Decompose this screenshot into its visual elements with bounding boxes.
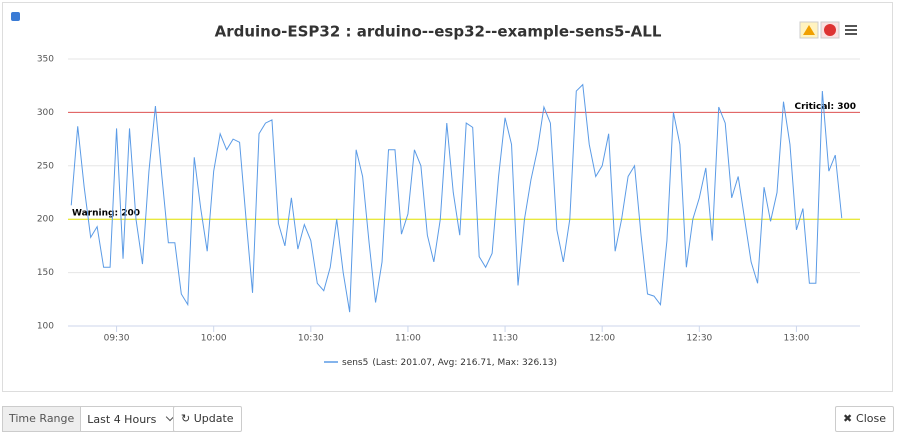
y-tick-label: 300	[37, 108, 54, 118]
legend-text: sens5 (Last: 201.07, Avg: 216.71, Max: 32…	[342, 358, 557, 368]
threshold-label: Critical: 300	[794, 102, 856, 112]
x-tick-label: 12:30	[686, 334, 712, 344]
menu-icon[interactable]	[11, 12, 20, 21]
x-tick-label: 11:30	[492, 334, 518, 344]
bottom-bar: Time Range Last 4 Hours ↻ Update ✖ Close	[0, 406, 897, 432]
x-tick-label: 10:00	[201, 334, 227, 344]
x-tick-label: 09:30	[104, 334, 130, 344]
y-tick-label: 150	[37, 268, 54, 278]
update-button[interactable]: ↻ Update	[173, 406, 242, 432]
series-line	[70, 83, 843, 313]
y-tick-label: 100	[37, 322, 54, 332]
legend-stats: (Last: 201.07, Avg: 216.71, Max: 326.13)	[372, 358, 557, 368]
close-button[interactable]: ✖ Close	[834, 406, 894, 432]
threshold-label: Warning: 200	[72, 209, 140, 219]
time-range-select[interactable]: Last 4 Hours	[81, 413, 179, 426]
time-range-label: Time Range	[3, 407, 82, 431]
chart: Arduino-ESP32 : arduino--esp32--example-…	[11, 12, 860, 368]
close-text: Close	[856, 412, 886, 425]
x-tick-label: 10:30	[298, 334, 324, 344]
x-tick-label: 13:00	[783, 334, 809, 344]
time-range[interactable]: Time Range Last 4 Hours	[2, 406, 181, 432]
y-tick-label: 200	[37, 215, 54, 225]
x-tick-label: 12:00	[589, 334, 615, 344]
chart-title: Arduino-ESP32 : arduino--esp32--example-…	[215, 23, 662, 41]
update-text: Update	[193, 412, 234, 425]
x-tick-label: 11:00	[395, 334, 421, 344]
legend-name[interactable]: sens5	[342, 358, 368, 368]
y-tick-label: 350	[37, 55, 54, 65]
y-tick-label: 250	[37, 161, 54, 171]
chart-panel	[2, 2, 893, 392]
toolbar-icons[interactable]	[799, 21, 857, 39]
